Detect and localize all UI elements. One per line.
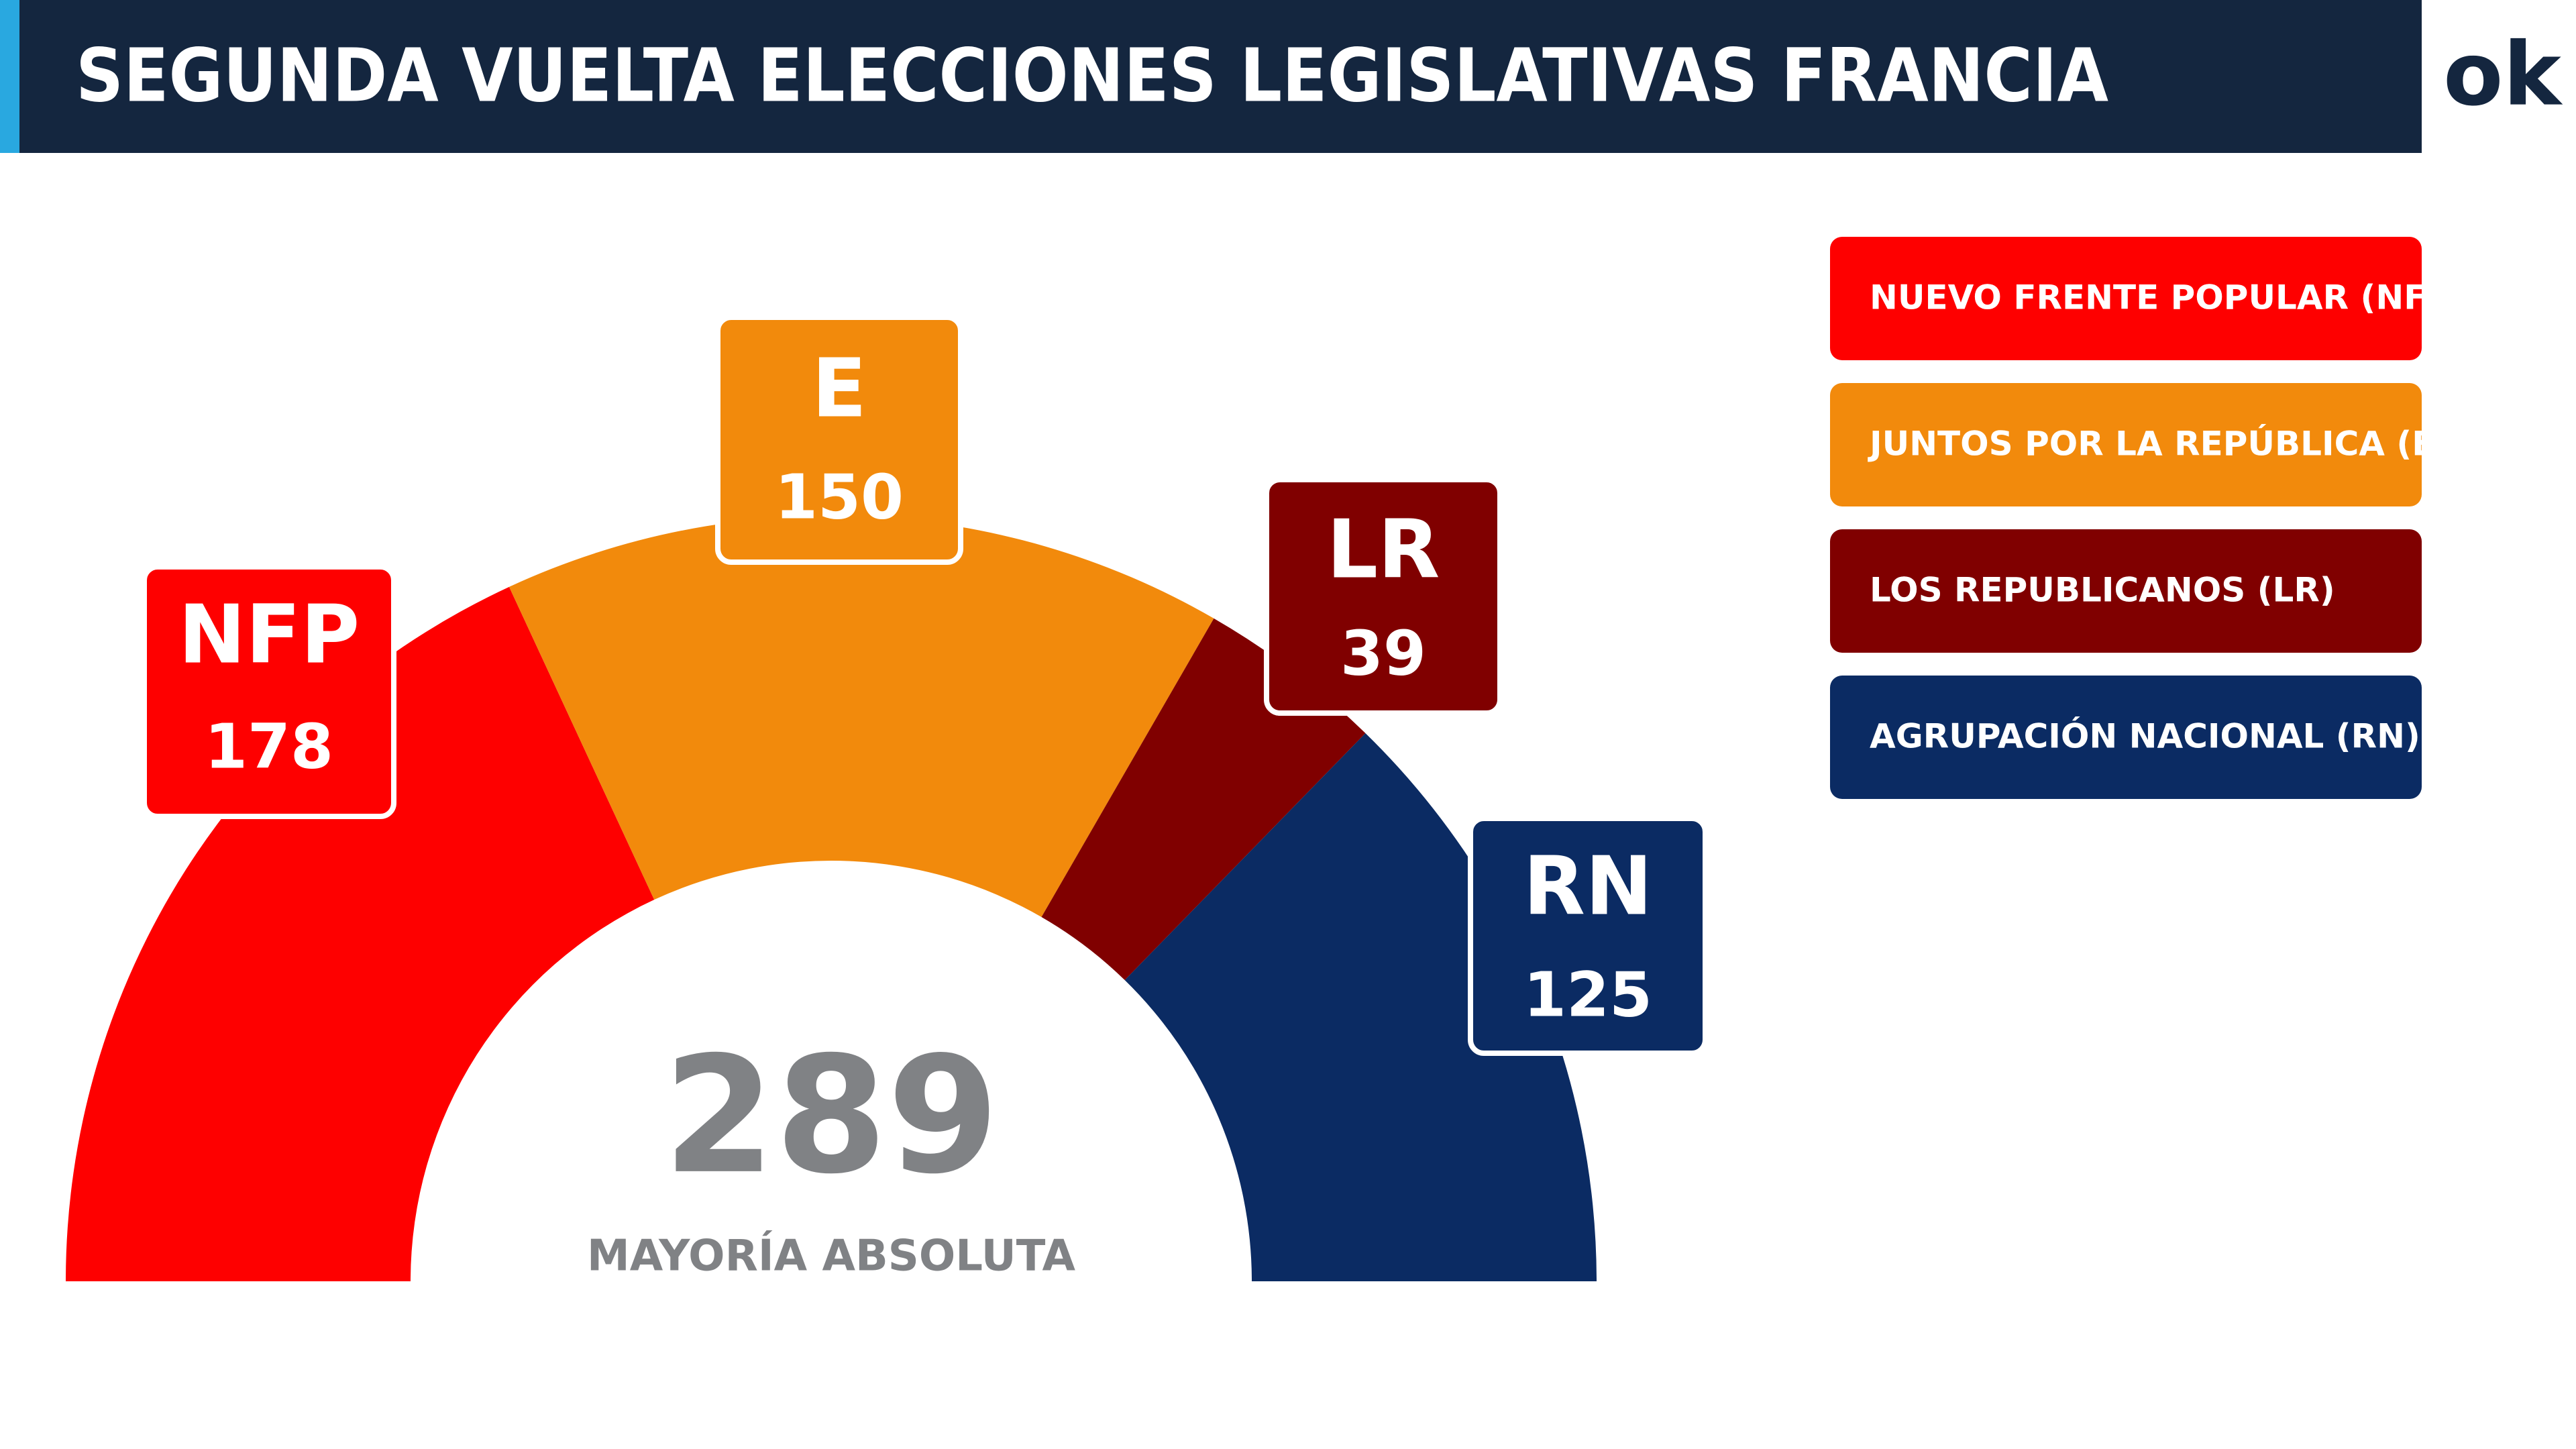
legend-label: LOS REPUBLICANOS (LR) [1870,571,2335,610]
segment-value: 150 [775,461,904,533]
segment-value: 39 [1340,617,1426,689]
legend-box [1830,529,2422,653]
header-accent [0,0,19,153]
segment-value: 178 [205,710,333,782]
center-label: MAYORÍA ABSOLUTA [587,1230,1075,1281]
legend-label: AGRUPACIÓN NACIONAL (RN) [1870,716,2420,756]
donut-segment [1124,733,1597,1281]
segment-label: LR [1327,504,1440,597]
legend-label: JUNTOS POR LA REPÚBLICA (E) [1868,424,2450,464]
label-box [715,315,963,565]
donut-segment [508,516,1214,918]
legend-box [1830,383,2422,506]
center-value: 289 [663,1022,1000,1210]
label-box [142,564,396,819]
logo: ok [2443,23,2563,125]
segment-label: NFP [178,589,360,682]
segment-label: E [812,343,867,436]
legend-box [1830,237,2422,360]
segment-value: 125 [1523,959,1652,1030]
label-box [1264,477,1503,716]
segment-label: RN [1523,841,1653,934]
header-bar [19,0,2422,153]
label-box [1468,816,1708,1056]
legend-label: NUEVO FRENTE POPULAR (NFP) [1870,278,2467,317]
donut-segment [66,586,655,1281]
legend-box [1830,676,2422,799]
chart-title: SEGUNDA VUELTA ELECCIONES LEGISLATIVAS F… [76,32,2108,118]
